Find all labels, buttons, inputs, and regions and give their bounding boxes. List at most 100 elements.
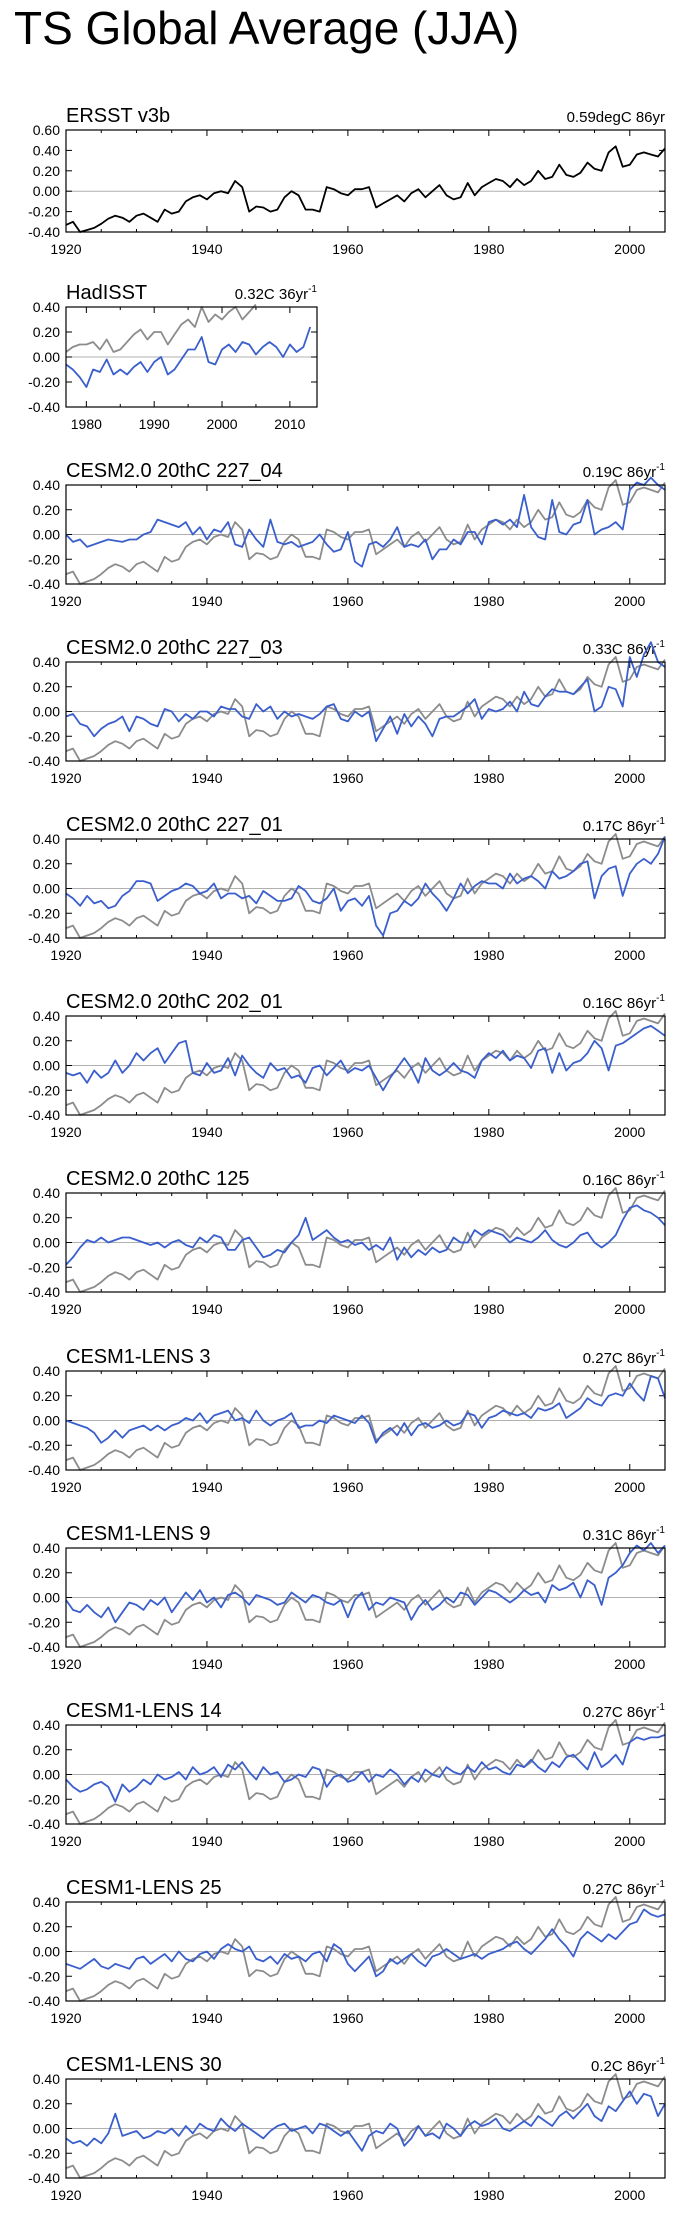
x-tick-label: 2000 xyxy=(614,1301,645,1317)
reference-series-line xyxy=(65,303,257,353)
y-tick-label: 0.00 xyxy=(33,1944,60,1960)
y-tick-label: -0.40 xyxy=(28,1816,60,1832)
chart-title: CESM1-LENS 3 xyxy=(66,1346,211,1368)
x-tick-label: 2000 xyxy=(614,2010,645,2026)
trend-value: 0.33C 86yr xyxy=(583,641,656,658)
model-series-line xyxy=(65,1025,666,1092)
model-series-line xyxy=(65,1204,666,1266)
y-tick-label: 0.20 xyxy=(33,856,60,872)
trend-label: 0.2C 86yr-1 xyxy=(591,2056,665,2075)
y-tick-label: 0.40 xyxy=(33,299,60,315)
x-tick-label: 1920 xyxy=(50,593,81,609)
trend-superscript: -1 xyxy=(656,2056,665,2067)
y-tick-label: 0.40 xyxy=(33,1894,60,1910)
model-series-line xyxy=(65,326,312,388)
trend-label: 0.27C 86yr-1 xyxy=(583,1348,666,1367)
x-tick-label: 2000 xyxy=(614,1833,645,1849)
y-tick-label: 0.40 xyxy=(33,1008,60,1024)
y-tick-label: -0.20 xyxy=(28,1968,60,1984)
y-tick-label: 0.20 xyxy=(33,1033,60,1049)
x-tick-label: 1940 xyxy=(191,1656,222,1672)
x-tick-label: 1920 xyxy=(50,947,81,963)
chart-panel: CESM1-LENS 30 0.2C 86yr-1 0.40 0.20 0.00 -0.2… xyxy=(28,2054,666,2203)
chart-panel: CESM2.0 20thC 227_04 0.19C 86yr-1 0.40 0.20… xyxy=(28,460,666,609)
trend-superscript: -1 xyxy=(656,993,665,1004)
chart-title: CESM2.0 20thC 227_03 xyxy=(66,637,283,659)
x-tick-label: 1980 xyxy=(473,1124,504,1140)
x-tick-label: 1980 xyxy=(473,1479,504,1495)
y-tick-label: 0.40 xyxy=(33,1717,60,1733)
reference-series-line xyxy=(65,833,666,939)
y-tick-label: -0.20 xyxy=(28,728,60,744)
y-tick-label: -0.20 xyxy=(28,1791,60,1807)
y-tick-label: 0.40 xyxy=(33,654,60,670)
model-series-line xyxy=(65,836,666,937)
trend-superscript: -1 xyxy=(656,1170,665,1181)
y-tick-label: 0.40 xyxy=(33,1363,60,1379)
plot-frame xyxy=(65,1370,666,1471)
chart-title: HadISST xyxy=(66,282,147,304)
x-tick-label: 1940 xyxy=(191,2010,222,2026)
chart-panel: HadISST 0.32C 36yr-1 0.40 0.20 0.00 -0.20 -0.4… xyxy=(28,282,318,432)
x-tick-label: 1940 xyxy=(191,1124,222,1140)
trend-superscript: -1 xyxy=(656,1879,665,1890)
trend-superscript: -1 xyxy=(656,816,665,827)
model-series-line xyxy=(65,641,666,743)
x-tick-label: 1940 xyxy=(191,1301,222,1317)
trend-label: 0.27C 86yr-1 xyxy=(583,1702,666,1721)
y-tick-label: 0.00 xyxy=(33,2121,60,2137)
trend-label: 0.32C 36yr-1 xyxy=(235,284,318,303)
trend-value: 0.16C 86yr xyxy=(583,995,656,1012)
chart-title: CESM2.0 20thC 125 xyxy=(66,1168,249,1190)
plot-frame xyxy=(65,1724,666,1825)
reference-series-line xyxy=(65,479,666,585)
x-tick-label: 1980 xyxy=(473,947,504,963)
y-tick-label: 0.00 xyxy=(33,704,60,720)
chart-panel: CESM2.0 20thC 125 0.16C 86yr-1 0.40 0.20 0.0… xyxy=(28,1168,666,1317)
chart-title: CESM1-LENS 30 xyxy=(66,2054,222,2076)
x-tick-label: 1960 xyxy=(332,1833,363,1849)
plot-frame xyxy=(65,838,666,939)
y-tick-label: 0.00 xyxy=(33,1590,60,1606)
reference-series-line xyxy=(65,1010,666,1116)
trend-superscript: -1 xyxy=(656,462,665,473)
reference-series-line xyxy=(65,1365,666,1471)
trend-value: 0.27C 86yr xyxy=(583,1704,656,1721)
x-tick-label: 1960 xyxy=(332,1301,363,1317)
y-tick-label: 0.20 xyxy=(33,1565,60,1581)
chart-panel: CESM2.0 20thC 202_01 0.16C 86yr-1 0.40 0.20… xyxy=(28,991,666,1140)
y-tick-label: 0.00 xyxy=(33,183,60,199)
x-tick-label: 2000 xyxy=(614,1124,645,1140)
chart-title: ERSST v3b xyxy=(66,105,170,127)
y-tick-label: -0.20 xyxy=(28,1437,60,1453)
chart-title: CESM2.0 20thC 227_04 xyxy=(66,460,283,482)
x-tick-label: 1960 xyxy=(332,2010,363,2026)
y-tick-label: -0.20 xyxy=(28,551,60,567)
y-tick-label: -0.40 xyxy=(28,399,60,415)
y-tick-label: 0.20 xyxy=(33,1742,60,1758)
y-tick-label: 0.20 xyxy=(33,1388,60,1404)
trend-label: 0.17C 86yr-1 xyxy=(583,816,666,835)
x-tick-label: 1940 xyxy=(191,593,222,609)
x-tick-label: 1960 xyxy=(332,1479,363,1495)
y-tick-label: 0.40 xyxy=(33,142,60,158)
y-tick-label: 0.00 xyxy=(33,1058,60,1074)
y-tick-label: 0.00 xyxy=(33,527,60,543)
x-tick-label: 1940 xyxy=(191,241,222,257)
x-tick-label: 1980 xyxy=(473,593,504,609)
chart-panel: CESM1-LENS 3 0.27C 86yr-1 0.40 0.20 0.00 -0.2… xyxy=(28,1346,666,1495)
x-tick-label: 1940 xyxy=(191,2187,222,2203)
trend-value: 0.32C 36yr xyxy=(235,286,308,303)
trend-value: 0.19C 86yr xyxy=(583,464,656,481)
y-tick-label: 0.20 xyxy=(33,502,60,518)
x-tick-label: 1980 xyxy=(71,416,102,432)
trend-label: 0.27C 86yr-1 xyxy=(583,1879,666,1898)
plot-frame xyxy=(65,1015,666,1116)
x-tick-label: 2000 xyxy=(614,770,645,786)
reference-series-line xyxy=(65,656,666,762)
x-tick-label: 1980 xyxy=(473,1301,504,1317)
x-tick-label: 1920 xyxy=(50,1124,81,1140)
chart-panel: CESM2.0 20thC 227_03 0.33C 86yr-1 0.40 0.20… xyxy=(28,637,666,786)
y-tick-label: 0.40 xyxy=(33,831,60,847)
